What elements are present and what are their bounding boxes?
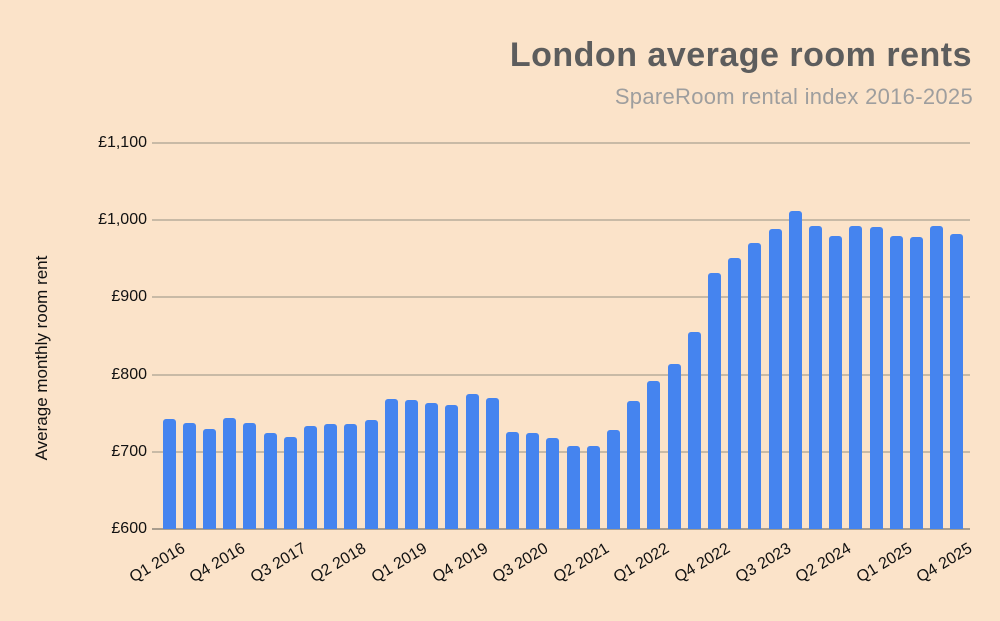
x-tick-label-text: Q1 2022 [611,540,673,587]
bar-q1-2019 [404,400,418,529]
y-tick-label: £900 [111,288,147,306]
x-tick-label-text: Q1 2016 [126,540,188,587]
x-tick-label-text: Q4 2025 [914,540,976,587]
gridline [152,450,970,453]
bar-q4-2019 [465,393,479,529]
bar-q3-2024 [849,226,863,529]
gridline [152,219,970,222]
bar-q4-2022 [707,273,721,529]
bar-q2-2024 [829,235,843,529]
bar-q1-2025 [889,235,903,529]
bar-q2-2022 [667,363,681,529]
bar-q4-2020 [546,437,560,529]
gridline [152,142,970,144]
bar-q3-2018 [364,420,378,529]
x-tick-label-text: Q3 2017 [247,540,309,587]
y-axis-title-text: Average monthly room rent [32,255,51,461]
y-tick-label: £800 [111,365,147,383]
x-tick-label-text: Q3 2023 [732,540,794,587]
x-tick-label-text: Q2 2021 [550,540,612,587]
bar-q1-2017 [243,423,257,529]
bar-q4-2023 [788,210,802,529]
x-tick-label-text: Q1 2025 [853,540,915,587]
gridline [152,296,970,299]
bar-q1-2023 [728,258,742,529]
bar-q1-2021 [566,445,580,529]
bar-q2-2021 [586,446,600,529]
bar-q3-2021 [606,430,620,529]
bar-q2-2020 [505,431,519,529]
bar-q2-2017 [263,432,277,529]
chart-subtitle: SpareRoom rental index 2016-2025 [614,84,973,109]
bar-q3-2025 [930,225,944,529]
x-axis-baseline [152,528,970,530]
bar-q4-2024 [869,227,883,529]
x-tick-label-text: Q1 2019 [368,540,431,587]
x-tick-label-text: Q4 2019 [429,540,491,587]
x-tick-label-text: Q3 2020 [489,540,552,587]
y-tick-label: £700 [111,442,147,460]
y-tick-label: £600 [111,520,147,537]
bar-q4-2017 [303,426,317,529]
bar-q3-2019 [445,404,459,529]
bar-q2-2019 [425,403,439,529]
bar-q4-2016 [223,417,237,529]
bar-q2-2016 [182,423,196,529]
x-tick-label-text: Q2 2024 [792,540,855,587]
bar-q4-2021 [627,400,641,529]
bar-q1-2022 [647,380,661,529]
x-tick-label-text: Q4 2016 [186,540,249,587]
bar-q3-2023 [768,229,782,529]
gridline [152,373,970,376]
bar-q3-2022 [687,332,701,529]
x-tick-label-text: Q2 2018 [308,540,370,587]
bar-q1-2024 [808,226,822,529]
bar-q3-2016 [202,428,216,529]
bar-q4-2025 [950,234,964,529]
bar-q2-2025 [909,237,923,529]
bar-q3-2020 [526,433,540,529]
plot-area [152,142,970,530]
y-tick-label: £1,000 [98,211,147,229]
bar-q3-2017 [283,437,297,529]
x-tick-label-text: Q4 2022 [671,540,734,587]
chart-title: London average room rents [509,36,972,74]
bar-q2-2023 [748,242,762,529]
bar-q1-2016 [162,418,176,529]
bar-q1-2018 [324,424,338,529]
y-tick-label: £1,100 [98,134,147,151]
bar-q1-2020 [485,397,499,529]
bar-q4-2018 [384,399,398,529]
bar-q2-2018 [344,424,358,529]
